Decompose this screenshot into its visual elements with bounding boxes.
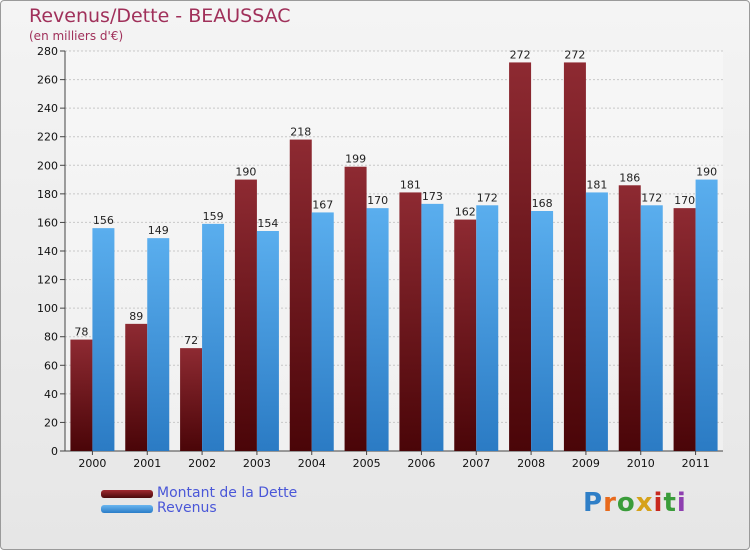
x-tick-label: 2005 [353,457,381,470]
logo-letter: P [583,488,604,518]
logo-letter: i [653,488,664,518]
y-tick-label: 140 [37,245,58,258]
logo-letter: o [616,488,636,518]
bar-dette [289,139,312,452]
bar-dette [125,323,148,451]
logo-letter: x [635,488,654,518]
bar-dette [399,192,422,451]
bar-revenus [92,228,115,451]
bar-revenus [695,179,718,452]
bar-revenus [366,208,389,451]
data-label-dette: 190 [235,166,256,179]
proxiti-logo: Proxiti [583,488,687,518]
y-tick-label: 260 [37,74,58,87]
x-tick-label: 2001 [133,457,161,470]
bar-revenus [585,192,608,451]
data-label-dette: 89 [129,310,143,323]
bar-revenus [421,203,444,451]
y-tick-label: 160 [37,216,58,229]
data-label-dette: 272 [510,48,531,61]
chart-subtitle: (en milliers d'€) [29,29,124,43]
bar-revenus [202,223,225,451]
logo-letter: r [603,488,617,518]
data-label-revenus: 149 [148,224,169,237]
bar-dette [70,339,93,451]
bar-dette [344,166,367,451]
y-tick-label: 240 [37,102,58,115]
data-label-dette: 218 [290,126,311,139]
y-tick-label: 20 [44,416,58,429]
bar-dette [180,348,203,451]
bar-dette [509,62,532,452]
data-label-dette: 199 [345,153,366,166]
bar-revenus [256,231,279,451]
y-tick-label: 0 [51,445,58,458]
bar-dette [618,185,641,452]
x-tick-label: 2009 [572,457,600,470]
data-label-revenus: 181 [586,178,607,191]
data-label-revenus: 170 [367,194,388,207]
legend-swatch-revenus [101,505,153,513]
bar-revenus [531,211,554,451]
data-label-revenus: 159 [203,210,224,223]
x-tick-label: 2007 [462,457,490,470]
x-tick-label: 2006 [407,457,435,470]
x-tick-label: 2004 [298,457,326,470]
legend-label-dette: Montant de la Dette [157,485,298,501]
data-label-revenus: 156 [93,214,114,227]
y-tick-label: 280 [37,45,58,58]
data-label-dette: 186 [619,171,640,184]
y-tick-label: 80 [44,331,58,344]
data-label-dette: 78 [74,326,88,339]
data-label-revenus: 172 [477,191,498,204]
bar-revenus [311,212,334,451]
data-label-revenus: 154 [257,217,278,230]
data-label-revenus: 173 [422,190,443,203]
data-label-revenus: 190 [696,166,717,179]
chart-title: Revenus/Dette - BEAUSSAC [29,5,291,27]
logo-letter: t [663,488,677,518]
data-label-dette: 162 [455,206,476,219]
x-tick-label: 2011 [682,457,710,470]
x-tick-label: 2003 [243,457,271,470]
y-tick-label: 200 [37,159,58,172]
x-tick-label: 2010 [627,457,655,470]
data-label-revenus: 167 [312,198,333,211]
bar-revenus [476,205,499,451]
legend-swatch-dette [101,490,153,498]
y-tick-label: 60 [44,359,58,372]
y-tick-label: 100 [37,302,58,315]
bar-dette [563,62,586,452]
data-label-revenus: 168 [532,197,553,210]
data-label-revenus: 172 [641,191,662,204]
data-label-dette: 181 [400,178,421,191]
y-tick-label: 40 [44,388,58,401]
data-label-dette: 170 [674,194,695,207]
x-tick-label: 2000 [78,457,106,470]
x-tick-label: 2008 [517,457,545,470]
x-tick-label: 2002 [188,457,216,470]
data-label-dette: 272 [564,48,585,61]
data-label-dette: 72 [184,334,198,347]
legend-label-revenus: Revenus [157,500,217,516]
y-tick-label: 120 [37,274,58,287]
logo-letter: i [676,488,687,518]
bar-revenus [640,205,663,451]
bar-dette [454,219,477,451]
y-tick-label: 220 [37,131,58,144]
y-tick-label: 180 [37,188,58,201]
bar-dette [234,179,257,452]
bar-revenus [147,238,170,451]
bar-dette [673,208,696,451]
